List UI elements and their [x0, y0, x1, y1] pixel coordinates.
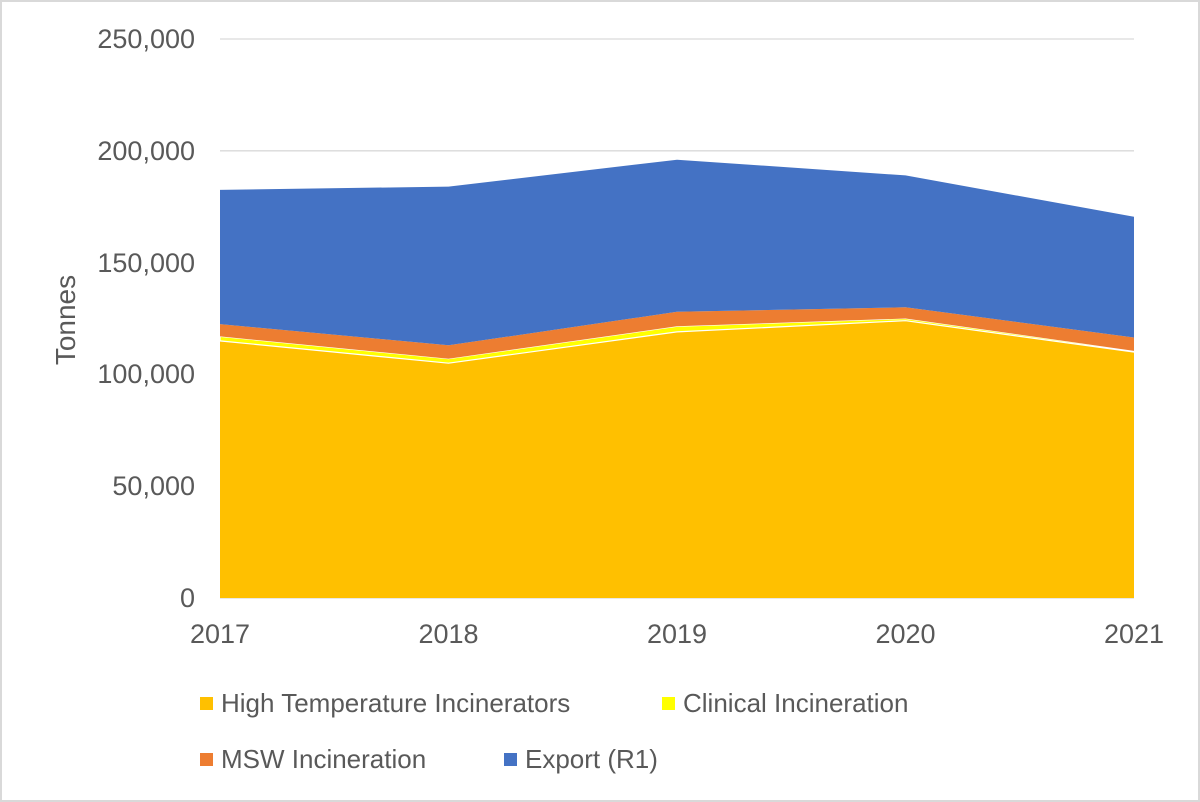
- y-axis-tick-label: 0: [179, 583, 195, 613]
- y-axis-tick-label: 150,000: [97, 247, 195, 278]
- legend-swatch-icon: [504, 752, 517, 766]
- x-axis-tick-label: 2021: [1103, 619, 1165, 649]
- area-clinical-incineration: [219, 317, 1135, 364]
- x-axis-tick-label: 2018: [418, 619, 479, 649]
- y-axis-tick-label: 100,000: [97, 359, 195, 390]
- y-axis-tick-label: 250,000: [97, 24, 195, 54]
- x-axis-tick-label: 2020: [875, 619, 936, 649]
- y-axis-tick-label: 200,000: [97, 135, 195, 166]
- y-axis-title: Tonnes: [50, 274, 81, 366]
- legend-swatch-icon: [662, 696, 675, 710]
- legend-label: MSW Incineration: [221, 744, 427, 774]
- x-axis-tick-label: 2017: [189, 619, 251, 649]
- area-high-temperature-incinerators: [220, 320, 1134, 598]
- x-axis-tick-label: 2019: [646, 619, 708, 649]
- area-msw-incineration: [220, 307, 1134, 359]
- legend-swatch-icon: [200, 752, 213, 766]
- legend-label: Clinical Incineration: [683, 688, 909, 718]
- legend-item-high-temperature-incinerators: High Temperature Incinerators: [200, 689, 570, 717]
- y-axis-tick-label: 50,000: [112, 471, 195, 502]
- legend-item-export-r1: Export (R1): [504, 745, 658, 773]
- legend-item-msw-incineration: MSW Incineration: [200, 745, 426, 773]
- area-export-r1: [220, 159, 1134, 346]
- legend-item-clinical-incineration: Clinical Incineration: [662, 689, 908, 717]
- legend-label: Export (R1): [525, 744, 658, 774]
- legend-swatch-icon: [200, 696, 213, 710]
- legend-label: High Temperature Incinerators: [221, 688, 571, 718]
